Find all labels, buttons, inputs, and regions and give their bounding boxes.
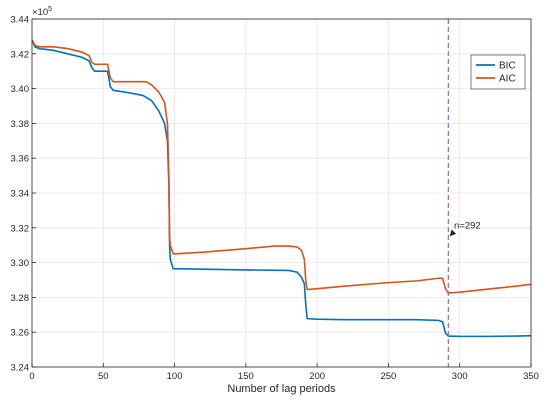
y-tick-label: 3.32	[11, 223, 30, 234]
x-tick-label: 350	[523, 371, 539, 382]
annotation-arrow	[449, 229, 457, 237]
y-tick-label: 3.36	[11, 154, 30, 165]
x-tick-label: 50	[98, 371, 109, 382]
annotation-label: n=292	[454, 221, 481, 232]
y-exponent-label: ×105	[32, 6, 52, 18]
legend-entry-aic: AIC	[499, 74, 516, 85]
x-axis-ticks: 0 50 100 150 200 250 300 350	[29, 363, 539, 382]
y-tick-label: 3.38	[11, 119, 30, 130]
series-line-aic	[31, 39, 532, 294]
y-tick-label: 3.44	[11, 15, 30, 26]
y-axis-ticks: 3.24 3.26 3.28 3.30 3.32 3.34 3.36 3.38 3.40 3.42…	[11, 15, 36, 374]
y-tick-label: 3.26	[11, 328, 30, 339]
series-line-bic	[31, 39, 532, 338]
x-tick-label: 100	[167, 371, 183, 382]
legend-box	[470, 54, 526, 90]
y-tick-label: 3.28	[11, 293, 30, 304]
legend-entry-bic: BIC	[499, 61, 516, 72]
y-tick-label: 3.40	[11, 84, 30, 95]
y-tick-label: 3.24	[11, 363, 30, 374]
x-tick-label: 250	[380, 371, 396, 382]
y-tick-label: 3.34	[11, 189, 30, 200]
series-lines	[31, 39, 532, 338]
annotations: n=292	[449, 221, 481, 237]
x-tick-label: 0	[29, 371, 34, 382]
x-tick-label: 150	[238, 371, 254, 382]
y-tick-label: 3.42	[11, 49, 30, 60]
x-tick-label: 300	[452, 371, 468, 382]
x-tick-label: 200	[309, 371, 325, 382]
legend: BIC AIC	[470, 54, 526, 90]
y-tick-label: 3.30	[11, 258, 30, 269]
x-axis-label: Number of lag periods	[227, 383, 336, 395]
